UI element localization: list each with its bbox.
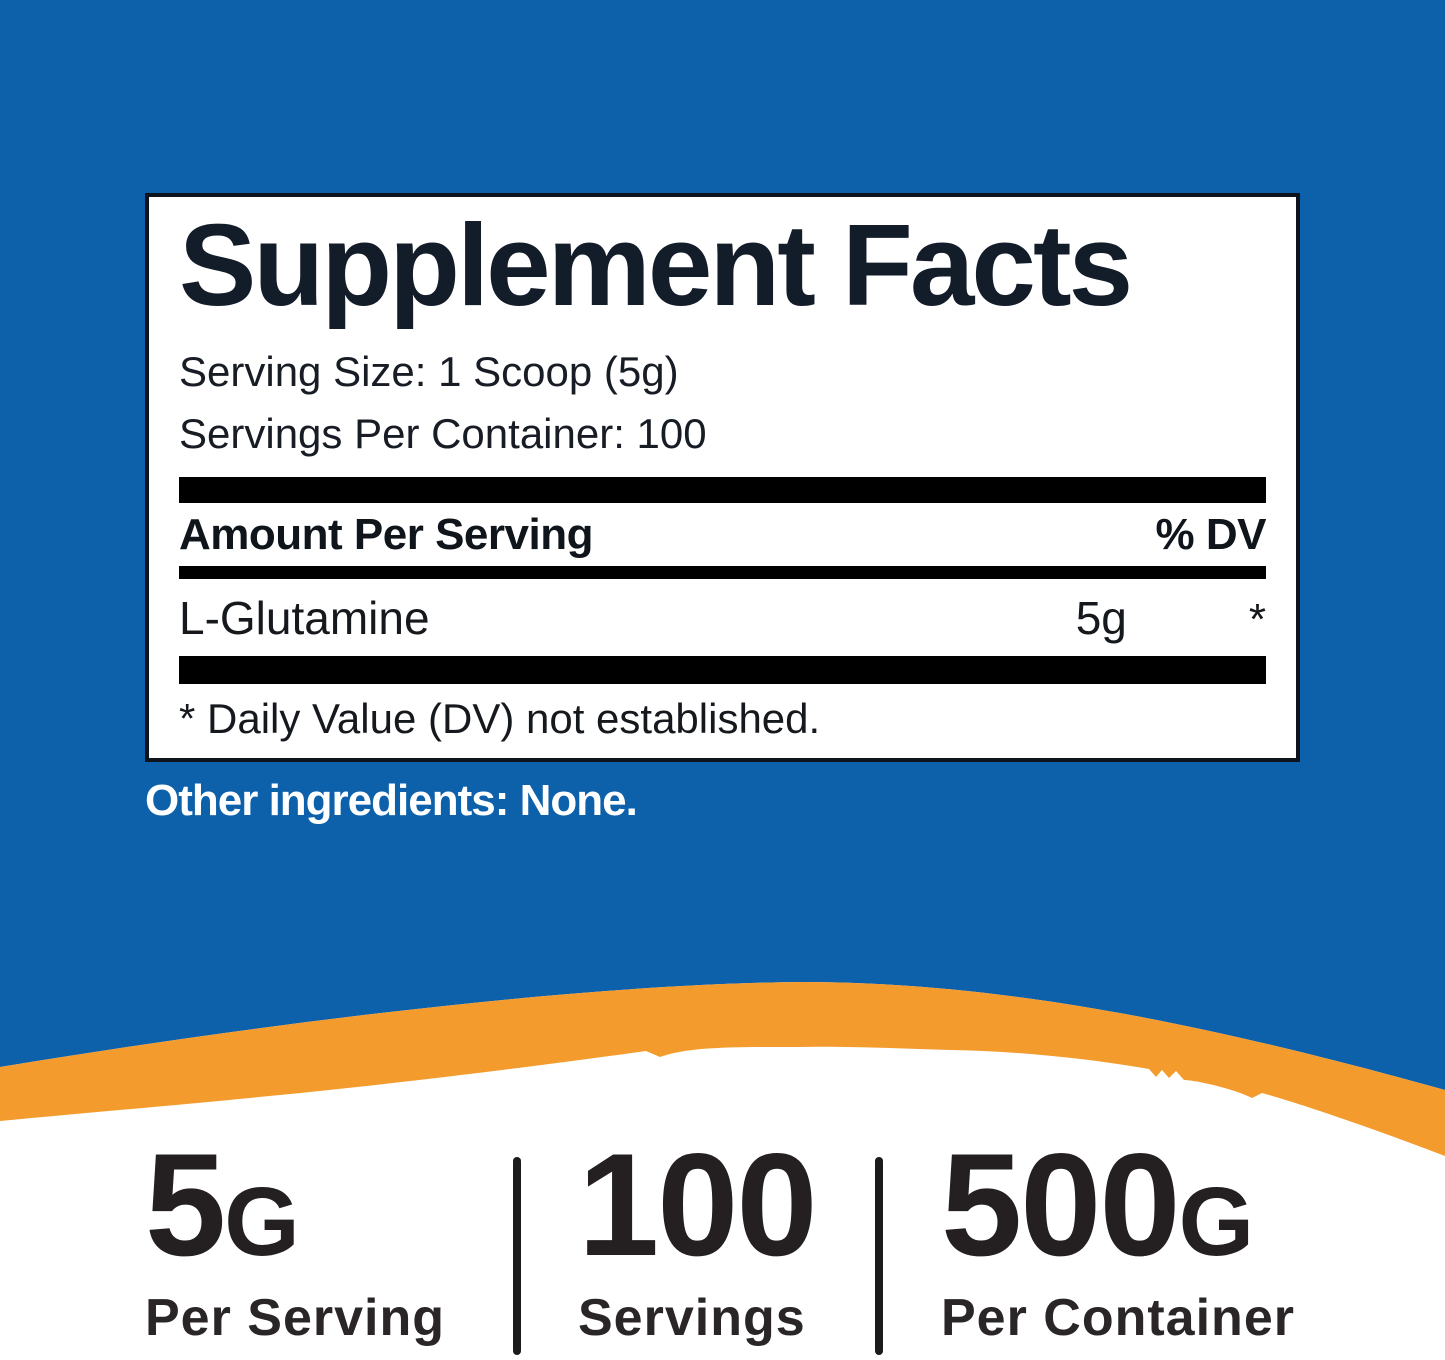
stats-divider — [875, 1157, 883, 1355]
stat-value: 500 — [941, 1123, 1181, 1286]
stat-servings: 100 Servings — [578, 1123, 818, 1347]
stat-value: 100 — [578, 1123, 818, 1286]
percent-dv-header: % DV — [1155, 510, 1267, 559]
ingredient-amount: 5g — [1075, 592, 1127, 644]
ingredient-dv-asterisk: * — [1248, 595, 1266, 644]
stat-label: Servings — [578, 1289, 806, 1347]
servings-per-container-line: Servings Per Container: 100 — [179, 410, 707, 457]
dv-footnote: * Daily Value (DV) not established. — [179, 695, 821, 742]
amount-per-serving-header: Amount Per Serving — [179, 510, 593, 559]
thin-divider-bar — [179, 566, 1266, 579]
supplement-facts-panel: Supplement Facts Serving Size: 1 Scoop (… — [145, 193, 1300, 762]
supplement-facts-title: Supplement Facts — [179, 200, 1133, 330]
stat-value-row: 100 — [578, 1123, 818, 1286]
ingredient-row: L-Glutamine 5g * — [179, 595, 1266, 642]
stats-divider — [513, 1157, 521, 1355]
ingredient-name: L-Glutamine — [179, 592, 430, 644]
thick-divider-bar — [179, 477, 1266, 503]
stat-per-container: 500 G Per Container — [941, 1132, 1295, 1347]
stat-value: 5 — [145, 1123, 226, 1286]
stat-unit: G — [224, 1167, 300, 1276]
other-ingredients-line: Other ingredients: None. — [145, 776, 638, 825]
thick-divider-bar-bottom — [179, 656, 1266, 684]
stat-label: Per Container — [941, 1289, 1295, 1347]
serving-size-line: Serving Size: 1 Scoop (5g) — [179, 348, 679, 395]
orange-wave — [0, 982, 1445, 1156]
table-header-row: Amount Per Serving % DV — [179, 510, 1267, 559]
stat-value-row: 500 G — [941, 1132, 1295, 1278]
stat-label: Per Serving — [145, 1289, 446, 1347]
stat-unit: G — [1178, 1167, 1255, 1276]
